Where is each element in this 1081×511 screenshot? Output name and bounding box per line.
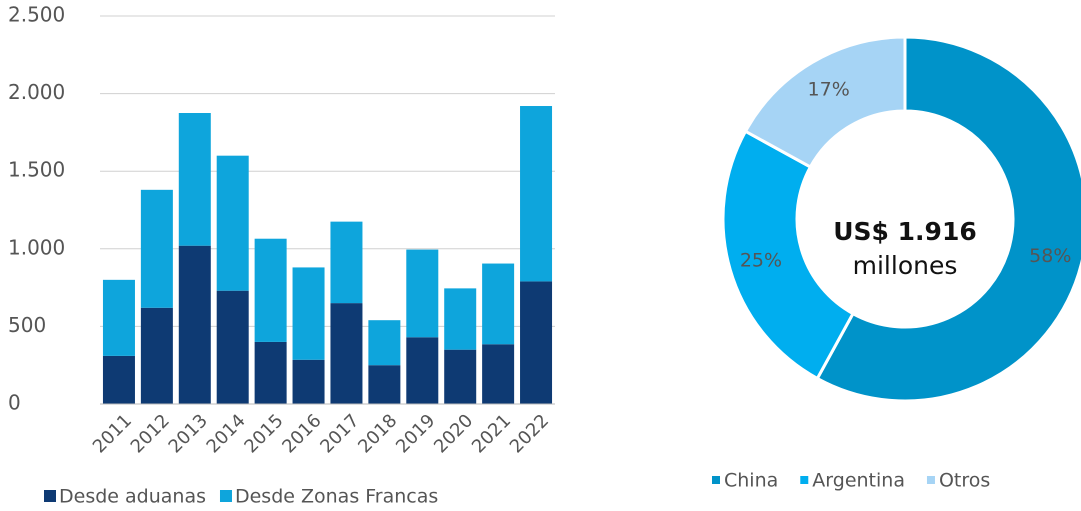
bar-segment: [254, 238, 287, 342]
slice-label: 17%: [808, 78, 850, 100]
bar-segment: [140, 189, 173, 308]
bar-segment: [368, 320, 401, 366]
bar-segment: [178, 113, 211, 246]
bar-segment: [482, 344, 515, 404]
bar-segment: [520, 106, 553, 282]
y-tick-label: 2.500: [8, 3, 65, 27]
bar-segment: [444, 288, 477, 350]
bar-segment: [368, 365, 401, 404]
x-tick-label: 2013: [165, 410, 212, 457]
legend-label: Desde aduanas: [59, 486, 206, 508]
bar-segment: [406, 249, 439, 338]
bar-segment: [292, 359, 325, 404]
legend-label: Desde Zonas Francas: [235, 486, 438, 508]
bar-segment: [444, 349, 477, 404]
x-tick-label: 2022: [506, 410, 553, 457]
bar-segment: [216, 290, 249, 404]
x-tick-label: 2014: [203, 410, 250, 457]
donut-slice: [815, 35, 1081, 403]
bar-segment: [520, 281, 553, 404]
x-tick-label: 2016: [278, 410, 325, 457]
bar-segment: [406, 337, 439, 404]
center-value: US$ 1.916: [833, 217, 976, 246]
bar-segment: [482, 263, 515, 345]
x-tick-label: 2018: [354, 410, 401, 457]
center-unit: millones: [853, 251, 958, 280]
bar-segment: [178, 245, 211, 404]
y-tick-label: 1.000: [8, 235, 65, 259]
slice-label: 25%: [740, 249, 782, 271]
bar-segment: [330, 221, 363, 304]
x-tick-label: 2019: [392, 410, 439, 457]
x-tick-label: 2020: [430, 410, 477, 457]
y-tick-label: 2.000: [8, 80, 65, 104]
legend-label: Otros: [939, 470, 990, 492]
donut-slice: [743, 35, 907, 170]
bar-segment: [292, 267, 325, 360]
bar-segment: [102, 355, 135, 404]
legend-swatch: [800, 476, 809, 484]
x-tick-label: 2021: [468, 410, 515, 457]
legend-swatch: [926, 476, 935, 484]
bar-segment: [216, 155, 249, 291]
legend-swatch: [712, 476, 720, 484]
legend-swatch: [44, 490, 56, 502]
donut-slice: [721, 129, 856, 381]
x-tick-label: 2017: [316, 410, 363, 457]
legend-swatch: [219, 490, 232, 502]
bar-segment: [254, 341, 287, 404]
bar-segment: [140, 307, 173, 404]
x-tick-label: 2011: [89, 410, 136, 457]
legend-label: China: [724, 470, 778, 492]
x-tick-label: 2015: [240, 410, 287, 457]
slice-label: 58%: [1029, 245, 1071, 267]
y-tick-label: 0: [8, 391, 21, 415]
y-tick-label: 1.500: [8, 158, 65, 182]
y-tick-label: 500: [8, 313, 46, 337]
x-tick-label: 2012: [127, 410, 174, 457]
bar-segment: [102, 279, 135, 356]
bar-segment: [330, 303, 363, 404]
legend-label: Argentina: [812, 470, 905, 492]
